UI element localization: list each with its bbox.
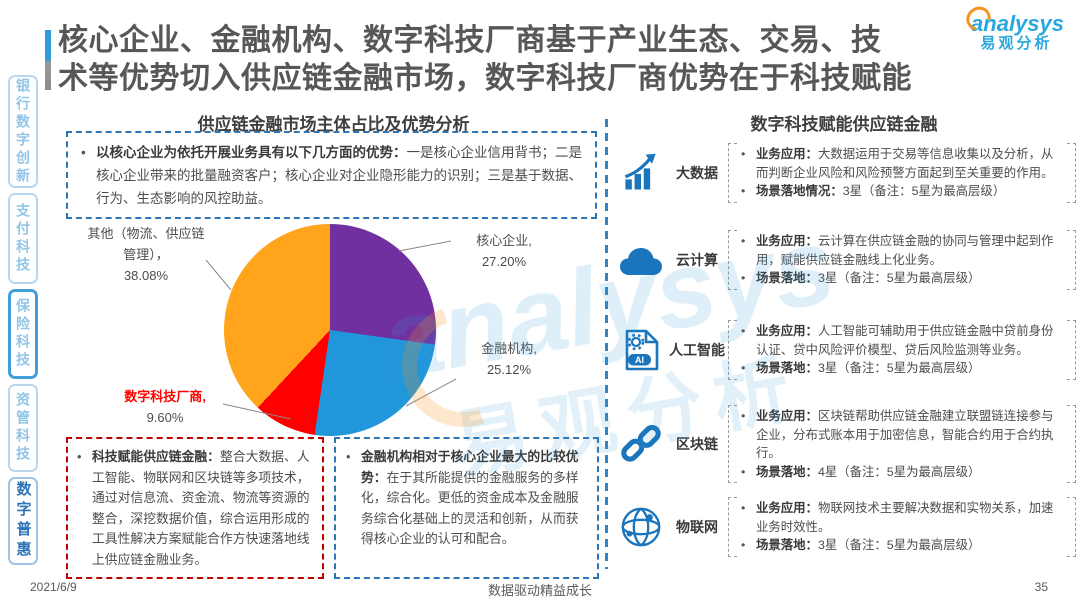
top-box-body: 一是核心企业信用背书；二是核心企业带来的批量融资客户；核心企业对企业隐形能力的识… <box>96 145 582 206</box>
footer-date: 2021/6/9 <box>30 580 77 594</box>
top-box-lead: 以核心企业为依托开展业务具有以下几方面的优势： <box>96 145 407 160</box>
tech-row-ai: AI 人工智能 • 业务应用：人工智能可辅助用于供应链金融中贷前身份认证、贷中风… <box>616 305 1076 395</box>
sidebar-tab-insurance-tech[interactable]: 保险科技 <box>8 289 38 379</box>
pie-chart-area: 其他（物流、供应链管理）， 38.08% 核心企业, 27.20% 金融机构, … <box>65 220 602 437</box>
left-section-title: 供应链金融市场主体占比及优势分析 <box>197 115 470 134</box>
sidebar-tab-bank-digital[interactable]: 银行数字创新 <box>8 75 38 188</box>
chain-link-icon <box>616 422 666 466</box>
logo-brand-cn: 易观分析 <box>980 35 1053 53</box>
core-enterprise-advantage-box: • 以核心企业为依托开展业务具有以下几方面的优势：一是核心企业信用背书；二是核心… <box>66 131 597 219</box>
ai-document-icon: AI <box>616 328 666 372</box>
page-title-line-1: 核心企业、金融机构、数字科技厂商基于产业生态、交易、技 <box>58 24 882 57</box>
tech-empower-box: • 科技赋能供应链金融：整合大数据、人工智能、物联网和区块链等多项技术，通过对信… <box>66 437 324 579</box>
pie-label-digital-tech-vendor: 数字科技厂商, 9.60% <box>124 389 206 425</box>
globe-network-icon <box>616 504 666 550</box>
sidebar-tab-digital-inclusion[interactable]: 数字普惠 <box>8 477 38 565</box>
tech-label-ai: 人工智能 <box>669 342 725 358</box>
cloud-icon <box>616 242 666 278</box>
svg-text:AI: AI <box>635 355 644 365</box>
bullet-marker: • <box>77 449 82 464</box>
tech-label-cloud: 云计算 <box>676 252 718 268</box>
tech-box-lead: 科技赋能供应链金融： <box>92 449 220 464</box>
bullet-marker: • <box>346 449 351 464</box>
bar-chart-growth-icon <box>616 151 666 195</box>
tech-row-bigdata: 大数据 • 业务应用：大数据运用于交易等信息收集以及分析，从而判断企业风险和风险… <box>616 131 1076 215</box>
tech-label-blockchain: 区块链 <box>676 436 718 452</box>
sidebar-tab-payment-tech[interactable]: 支付科技 <box>8 193 38 284</box>
analysys-logo: analysys 易观分析 <box>961 1 1064 53</box>
page-title: 核心企业、金融机构、数字科技厂商基于产业生态、交易、技 术等优势切入供应链金融市… <box>58 22 963 98</box>
tech-list: 大数据 • 业务应用：大数据运用于交易等信息收集以及分析，从而判断企业风险和风险… <box>616 131 1076 566</box>
tech-detail-blockchain: • 业务应用：区块链帮助供应链金融建立联盟链连接参与企业，分布式账本用于加密信息… <box>728 403 1076 485</box>
pie-label-core-enterprise: 核心企业, 27.20% <box>476 233 532 269</box>
financial-institution-advantage-box: • 金融机构相对于核心企业最大的比较优势：在于其所能提供的金融服务的多样化，综合… <box>334 437 599 579</box>
tech-box-body: 整合大数据、人工智能、物联网和区块链等多项技术，通过对信息流、资金流、物流等资源… <box>92 449 310 567</box>
pie-leader-lines <box>205 240 457 420</box>
fin-box-body: 在于其所能提供的金融服务的多样化，综合化。更低的资金成本及金融服务综合化基础上的… <box>361 469 579 547</box>
tech-label-iot: 物联网 <box>676 519 718 535</box>
tech-detail-cloud: • 业务应用：云计算在供应链金融的协同与管理中起到作用，赋能供应链金融线上化业务… <box>728 228 1076 292</box>
tech-row-iot: 物联网 • 业务应用：物联网技术主要解决数据和实物关系，加速业务时效性。 • 场… <box>616 493 1076 561</box>
fin-box-lead: 金融机构相对于核心企业最大的比较优势： <box>361 449 579 485</box>
tech-label-bigdata: 大数据 <box>676 165 718 181</box>
bullet-marker: • <box>81 145 86 160</box>
pie-label-financial-institution: 金融机构, 25.12% <box>481 341 537 377</box>
page-number: 35 <box>1034 580 1048 594</box>
tech-row-blockchain: 区块链 • 业务应用：区块链帮助供应链金融建立联盟链连接参与企业，分布式账本用于… <box>616 400 1076 488</box>
page-title-line-2: 术等优势切入供应链金融市场，数字科技厂商优势在于科技赋能 <box>58 62 912 95</box>
pie-label-other: 其他（物流、供应链管理）， 38.08% <box>87 226 205 283</box>
pie-chart <box>224 224 436 436</box>
tech-detail-iot: • 业务应用：物联网技术主要解决数据和实物关系，加速业务时效性。 • 场景落地：… <box>728 495 1076 559</box>
right-section-title: 数字科技赋能供应链金融 <box>750 115 938 134</box>
tech-detail-ai: • 业务应用：人工智能可辅助用于供应链金融中贷前身份认证、贷中风险评价模型、贷后… <box>728 318 1076 382</box>
title-accent-bar <box>45 30 51 90</box>
tech-row-cloud: 云计算 • 业务应用：云计算在供应链金融的协同与管理中起到作用，赋能供应链金融线… <box>616 220 1076 300</box>
tech-detail-bigdata: • 业务应用：大数据运用于交易等信息收集以及分析，从而判断企业风险和风险预警方面… <box>728 141 1076 205</box>
footer-slogan: 数据驱动精益成长 <box>487 583 592 598</box>
logo-brand-text: analysys <box>961 1 1064 36</box>
sidebar-tab-asset-mgmt-tech[interactable]: 资管科技 <box>8 384 38 472</box>
section-divider <box>605 119 608 569</box>
